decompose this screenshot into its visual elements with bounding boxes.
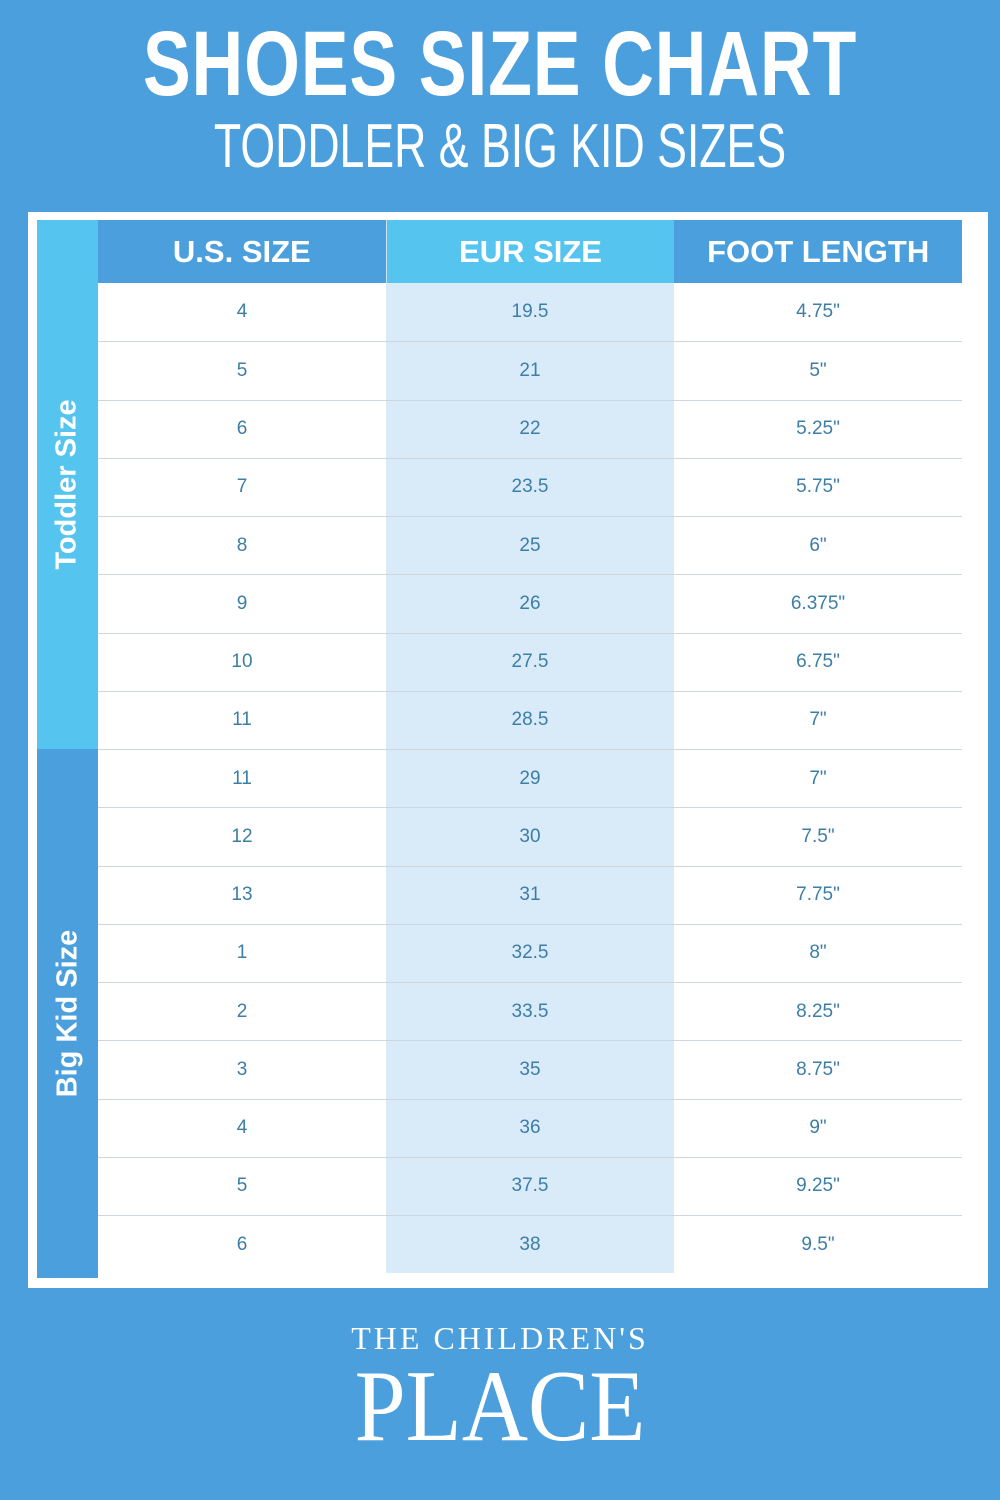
us-size-cell: 11 <box>232 709 252 731</box>
eur-size-cell: 26 <box>386 575 674 633</box>
foot-length-cell: 7" <box>809 767 827 789</box>
foot-length-cell: 8.75" <box>796 1058 840 1080</box>
foot-length-cell: 8" <box>809 942 827 964</box>
us-size-cell: 7 <box>236 476 248 498</box>
us-size-cell: 6 <box>236 1233 248 1255</box>
big-kid-group-label: Big Kid Size <box>37 749 98 1278</box>
size-table-frame: Toddler Size Big Kid Size U.S. SIZE EUR … <box>28 212 988 1288</box>
eur-size-cell: 21 <box>386 342 674 400</box>
toddler-group-label: Toddler Size <box>37 220 98 749</box>
eur-size-cell: 30 <box>386 808 674 866</box>
foot-length-cell: 6.75" <box>796 651 840 673</box>
eur-size-cell: 31 <box>386 866 674 924</box>
us-size-cell: 5 <box>236 359 248 381</box>
eur-size-cell: 19.5 <box>386 283 674 342</box>
table-row: 4 19.5 4.75" <box>98 283 962 342</box>
table-row: 9 26 6.375" <box>98 574 962 633</box>
table-row: 5 37.5 9.25" <box>98 1156 962 1215</box>
table-row: 6 38 9.5" <box>98 1215 962 1274</box>
size-table: U.S. SIZE EUR SIZE FOOT LENGTH 4 19.5 4.75… <box>98 220 963 1274</box>
foot-length-cell: 7.75" <box>796 884 840 906</box>
header-us-size: U.S. SIZE <box>98 220 387 283</box>
foot-length-cell: 7" <box>809 709 827 731</box>
us-size-cell: 13 <box>231 884 253 906</box>
logo-line2: PLACE <box>354 1350 646 1463</box>
table-row: 6 22 5.25" <box>98 399 962 458</box>
header-eur-size: EUR SIZE <box>386 220 675 283</box>
table-row: 13 31 7.75" <box>98 865 962 924</box>
table-row: 12 30 7.5" <box>98 807 962 866</box>
us-size-cell: 2 <box>236 1000 248 1022</box>
us-size-cell: 12 <box>231 825 253 847</box>
foot-length-cell: 9" <box>809 1117 827 1139</box>
us-size-cell: 1 <box>236 942 248 964</box>
us-size-cell: 5 <box>236 1175 248 1197</box>
foot-length-cell: 6" <box>809 534 827 556</box>
table-row: 4 36 9" <box>98 1098 962 1157</box>
table-row: 2 33.5 8.25" <box>98 982 962 1041</box>
foot-length-cell: 5.25" <box>796 418 840 440</box>
page-title: SHOES SIZE CHART <box>142 13 858 115</box>
eur-size-cell: 33.5 <box>386 983 674 1041</box>
eur-size-cell: 23.5 <box>386 458 674 516</box>
foot-length-cell: 5" <box>809 359 827 381</box>
foot-length-cell: 4.75" <box>796 301 840 323</box>
eur-size-cell: 22 <box>386 400 674 458</box>
table-body: 4 19.5 4.75" 5 21 5" 6 22 5.25" 7 23.5 5.75" 8 25 6" 9 2… <box>98 283 962 1274</box>
toddler-label-text: Toddler Size <box>51 399 84 570</box>
eur-size-cell: 36 <box>386 1099 674 1157</box>
table-row: 1 32.5 8" <box>98 923 962 982</box>
foot-length-cell: 6.375" <box>790 592 846 614</box>
eur-size-cell: 32.5 <box>386 924 674 982</box>
header-foot-length: FOOT LENGTH <box>674 220 963 283</box>
us-size-cell: 11 <box>232 767 252 789</box>
table-row: 3 35 8.75" <box>98 1040 962 1099</box>
us-size-cell: 10 <box>231 651 253 673</box>
eur-size-cell: 29 <box>386 750 674 808</box>
foot-length-cell: 5.75" <box>796 476 840 498</box>
foot-length-cell: 9.25" <box>796 1175 840 1197</box>
foot-length-cell: 8.25" <box>796 1000 840 1022</box>
eur-size-cell: 25 <box>386 517 674 575</box>
big-kid-label-text: Big Kid Size <box>51 929 84 1098</box>
table-row: 11 28.5 7" <box>98 690 962 749</box>
table-row: 5 21 5" <box>98 341 962 400</box>
foot-length-cell: 9.5" <box>801 1233 835 1255</box>
eur-size-cell: 35 <box>386 1041 674 1099</box>
logo-line1: THE CHILDREN'S <box>351 1320 649 1356</box>
eur-size-cell: 28.5 <box>386 691 674 749</box>
table-row: 7 23.5 5.75" <box>98 457 962 516</box>
us-size-cell: 4 <box>236 301 248 323</box>
us-size-cell: 9 <box>236 592 248 614</box>
eur-size-cell: 38 <box>386 1216 674 1274</box>
us-size-cell: 8 <box>236 534 248 556</box>
us-size-cell: 4 <box>236 1117 248 1139</box>
eur-size-cell: 27.5 <box>386 633 674 691</box>
eur-size-cell: 37.5 <box>386 1157 674 1215</box>
us-size-cell: 6 <box>236 418 248 440</box>
foot-length-cell: 7.5" <box>801 825 835 847</box>
table-header: U.S. SIZE EUR SIZE FOOT LENGTH <box>98 220 963 283</box>
table-row: 10 27.5 6.75" <box>98 632 962 691</box>
table-row: 8 25 6" <box>98 516 962 575</box>
table-row: 11 29 7" <box>98 749 962 808</box>
page-subtitle: TODDLER & BIG KID SIZES <box>213 112 787 181</box>
us-size-cell: 3 <box>236 1058 248 1080</box>
